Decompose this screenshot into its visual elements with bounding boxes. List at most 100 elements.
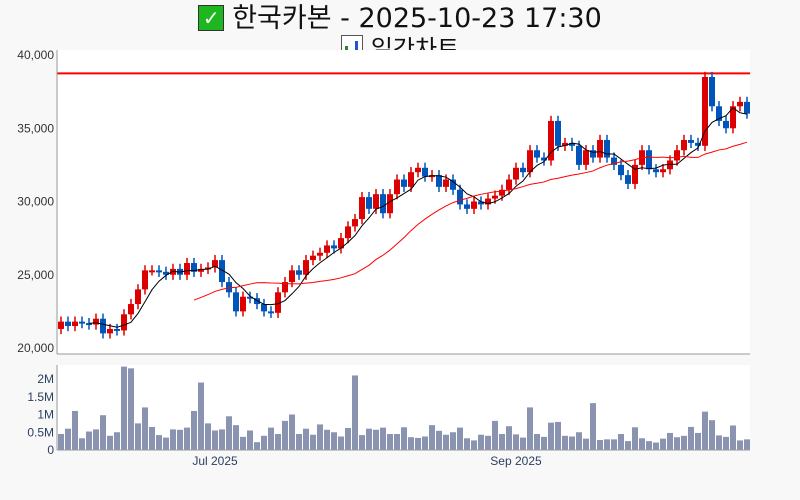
- candle-body: [583, 150, 589, 165]
- candle-body: [394, 179, 400, 195]
- volume-bar: [660, 438, 666, 450]
- volume-bar: [324, 429, 330, 450]
- volume-bar: [100, 415, 106, 450]
- volume-bar: [702, 411, 708, 450]
- candle-body: [233, 292, 239, 312]
- volume-bar: [380, 427, 386, 450]
- candle-body: [709, 76, 715, 107]
- volume-bar: [695, 432, 701, 450]
- volume-bar: [520, 437, 526, 450]
- volume-bar: [590, 403, 596, 450]
- volume-bar: [730, 425, 736, 450]
- volume-bar: [177, 429, 183, 450]
- volume-bar: [597, 440, 603, 450]
- x-tick-label: Jul 2025: [192, 454, 238, 468]
- volume-bar: [541, 436, 547, 450]
- ma20-line: [193, 141, 748, 301]
- candle-body: [268, 311, 274, 314]
- volume-bar: [261, 435, 267, 450]
- candle-body: [702, 76, 708, 146]
- candle-body: [191, 263, 197, 272]
- candle-body: [247, 296, 253, 299]
- volume-bar: [625, 441, 631, 450]
- candle-body: [359, 197, 365, 220]
- volume-bar: [142, 407, 148, 450]
- volume-bar: [534, 434, 540, 450]
- volume-bar: [219, 429, 225, 450]
- volume-bar: [79, 438, 85, 450]
- candle-body: [422, 167, 428, 177]
- volume-bar: [499, 434, 505, 450]
- candle-body: [303, 260, 309, 275]
- volume-bar: [611, 439, 617, 450]
- volume-bar: [289, 414, 295, 450]
- volume-bar: [198, 382, 204, 450]
- candle-body: [373, 194, 379, 209]
- candle-body: [296, 270, 302, 275]
- candle-body: [114, 328, 120, 331]
- volume-bar: [72, 410, 78, 450]
- candle-body: [198, 268, 204, 272]
- candle-body: [79, 321, 85, 324]
- candle-body: [401, 179, 407, 187]
- candle-body: [674, 150, 680, 161]
- volume-tick-label: 2M: [37, 372, 54, 386]
- volume-bar: [226, 416, 232, 450]
- volume-bar: [303, 428, 309, 450]
- candle-body: [345, 226, 351, 239]
- volume-bar: [345, 427, 351, 450]
- volume-bar: [464, 438, 470, 450]
- candle-body: [660, 169, 666, 173]
- volume-bar: [492, 420, 498, 450]
- candle-body: [170, 268, 176, 275]
- volume-bar: [58, 434, 64, 450]
- volume-bar: [338, 436, 344, 450]
- candle-body: [464, 204, 470, 209]
- candle-body: [219, 260, 225, 283]
- candle-body: [149, 270, 155, 273]
- volume-bar: [688, 426, 694, 450]
- candle-body: [737, 101, 743, 107]
- candle-body: [555, 120, 561, 146]
- candle-body: [212, 260, 218, 268]
- candle-body: [492, 195, 498, 199]
- volume-bar: [387, 434, 393, 450]
- candle-body: [548, 120, 554, 161]
- candle-body: [744, 101, 750, 114]
- candle-body: [611, 157, 617, 165]
- candle-body: [121, 314, 127, 331]
- volume-bar: [646, 441, 652, 450]
- candle-body: [86, 323, 92, 326]
- volume-bar: [506, 426, 512, 450]
- volume-bar: [275, 434, 281, 450]
- candle-body: [688, 139, 694, 143]
- candle-body: [352, 219, 358, 227]
- candle-body: [681, 139, 687, 151]
- volume-bar: [359, 435, 365, 450]
- volume-tick-label: 1M: [37, 408, 54, 422]
- volume-bar: [723, 436, 729, 450]
- volume-bar: [513, 434, 519, 450]
- volume-bar: [548, 422, 554, 450]
- candle-body: [667, 160, 673, 170]
- candle-body: [506, 179, 512, 190]
- volume-bar: [422, 436, 428, 450]
- candle-body: [590, 150, 596, 158]
- candle-body: [534, 150, 540, 158]
- candle-body: [450, 179, 456, 190]
- volume-bar: [191, 410, 197, 450]
- volume-bar: [527, 407, 533, 450]
- x-tick-label: Sep 2025: [490, 454, 542, 468]
- candle-body: [142, 270, 148, 290]
- candle-body: [646, 150, 652, 170]
- volume-bar: [128, 368, 134, 450]
- volume-bar: [681, 435, 687, 450]
- candle-body: [275, 292, 281, 313]
- candle-body: [513, 167, 519, 180]
- candle-body: [485, 198, 491, 205]
- candle-body: [625, 175, 631, 184]
- candle-body: [240, 296, 246, 312]
- volume-bar: [604, 439, 610, 450]
- volume-bar: [121, 366, 127, 450]
